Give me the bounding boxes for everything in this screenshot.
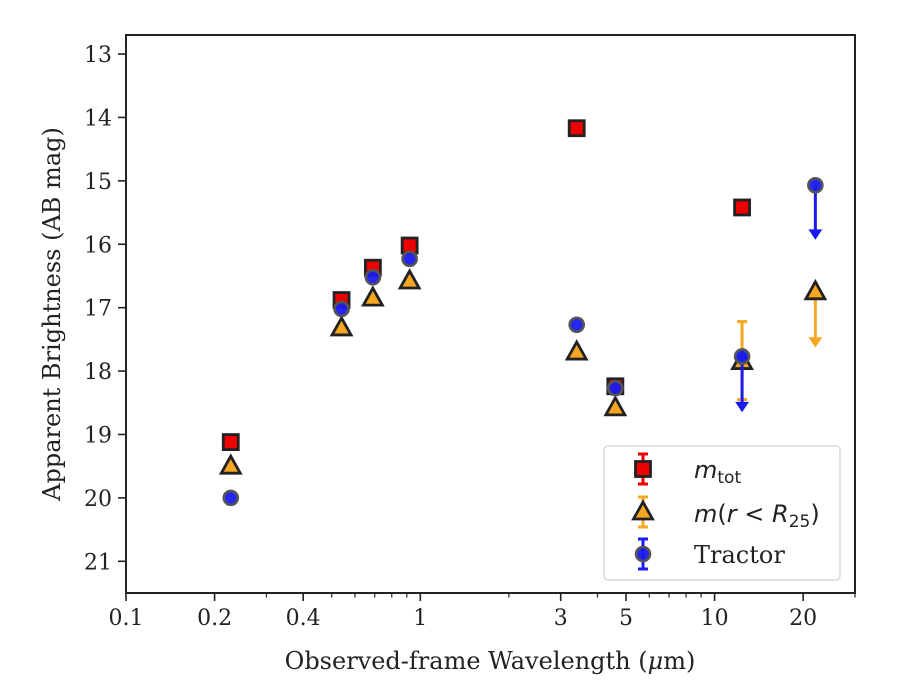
- x-axis-title-mu: μ: [648, 647, 664, 675]
- legend-marker-mtot: [634, 452, 652, 486]
- legend-marker-tractor: [634, 537, 652, 571]
- x-axis: 0.1 0.2 0.4 1 3 5 10 20: [109, 593, 856, 631]
- y-tick-label-2: 15: [84, 170, 112, 195]
- data-markers: [218, 119, 828, 507]
- legend-mr25-sub: 25: [789, 512, 811, 532]
- legend: mtot m(r < R25) Tractor: [603, 445, 841, 581]
- y-axis-title: Apparent Brightness (AB mag): [38, 127, 66, 502]
- point-mr25-7-limit-head: [808, 337, 823, 348]
- point-tractor-5: [607, 379, 624, 397]
- legend-mr25-R: R: [772, 500, 789, 528]
- series-mr25: [218, 268, 828, 475]
- legend-frame: [603, 445, 841, 581]
- point-mr25-2: [360, 285, 385, 307]
- point-tractor-1: [333, 300, 350, 318]
- x-tick-label-0: 0.1: [109, 606, 144, 631]
- point-mr25-1: [329, 315, 354, 337]
- y-tick-label-1: 14: [84, 106, 112, 131]
- y-tick-label-0: 13: [84, 43, 112, 68]
- x-axis-title: Observed-frame Wavelength (μm): [285, 647, 696, 675]
- point-tractor-6-limit-head: [735, 401, 750, 413]
- x-tick-label-4: 3: [554, 606, 568, 631]
- y-tick-label-7: 20: [84, 487, 112, 512]
- x-tick-label-2: 0.4: [286, 606, 321, 631]
- x-tick-label-6: 10: [701, 606, 729, 631]
- y-axis: 13 14 15 16 17 18 19 20 21: [84, 43, 126, 575]
- point-mtot-4: [567, 119, 586, 138]
- series-tractor: [222, 176, 824, 507]
- point-mr25-3: [397, 268, 422, 290]
- x-tick-label-5: 5: [619, 606, 633, 631]
- legend-mr25-open: (: [717, 500, 726, 528]
- legend-marker-mr25: [631, 495, 655, 529]
- legend-symbol-mtot: [634, 460, 652, 478]
- legend-symbol-mr25: [631, 499, 655, 521]
- point-mtot-0: [221, 433, 240, 451]
- x-tick-label-3: 1: [413, 606, 427, 631]
- point-mr25-5: [603, 394, 628, 417]
- point-tractor-7-limit-head: [808, 229, 823, 240]
- legend-label-tractor: Tractor: [694, 541, 785, 569]
- legend-symbol-tractor: [634, 545, 652, 563]
- point-mr25-0: [218, 453, 243, 475]
- legend-mr25-base: m: [694, 500, 717, 528]
- x-tick-label-7: 20: [789, 606, 817, 631]
- y-tick-label-8: 21: [84, 550, 112, 575]
- series-mtot: [221, 119, 751, 451]
- point-mr25-4: [564, 339, 589, 361]
- legend-label-mtot: mtot: [694, 456, 741, 488]
- x-axis-title-prefix: Observed-frame Wavelength (: [285, 647, 648, 675]
- legend-label-mr25: m(r < R25): [694, 500, 820, 532]
- legend-mr25-close: ): [810, 500, 819, 528]
- point-mr25-7-limit: [808, 291, 823, 348]
- legend-mr25-lt: <: [737, 500, 772, 528]
- x-tick-label-1: 0.2: [197, 606, 232, 631]
- legend-mtot-sub: tot: [717, 468, 741, 488]
- y-tick-label-6: 19: [84, 423, 112, 448]
- legend-mr25-r: r: [727, 500, 739, 528]
- legend-mtot-base: m: [694, 456, 717, 484]
- point-tractor-3: [401, 250, 418, 268]
- point-tractor-0: [222, 489, 240, 507]
- y-tick-label-3: 16: [84, 233, 112, 258]
- plot-frame: [125, 34, 856, 594]
- point-tractor-7: [807, 176, 824, 194]
- point-tractor-2: [364, 268, 382, 286]
- point-mtot-6: [733, 198, 751, 217]
- point-tractor-6: [733, 348, 751, 365]
- x-axis-title-unit: m): [663, 647, 695, 675]
- point-tractor-4: [568, 316, 586, 334]
- y-tick-label-4: 17: [84, 297, 112, 322]
- point-mr25-7: [803, 278, 828, 301]
- point-tractor-6-limit: [735, 356, 750, 413]
- y-tick-label-5: 18: [84, 360, 112, 385]
